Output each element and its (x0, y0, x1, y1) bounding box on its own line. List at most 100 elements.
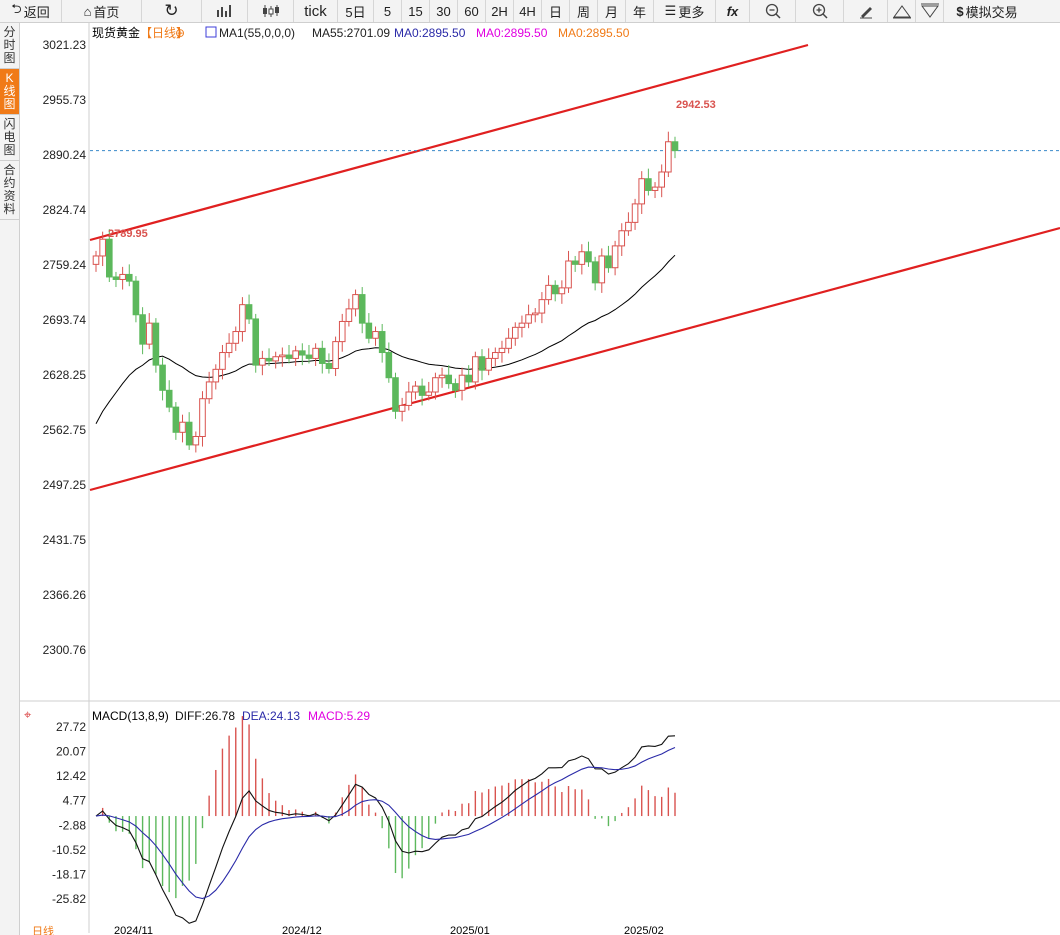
candle-up (558, 287, 566, 295)
more-label: 更多 (678, 4, 705, 20)
period-4h[interactable]: 4H (514, 0, 542, 22)
crosshair-icon: ⊕ (175, 26, 185, 40)
tick-button[interactable]: tick (294, 0, 338, 22)
candle-up (212, 368, 220, 383)
tab-contract-info[interactable]: 合约资料 (0, 161, 19, 220)
tab-timeshare[interactable]: 分时图 (0, 23, 19, 69)
candle-down (285, 354, 293, 359)
macd-settings-icon[interactable]: ⌖ (24, 707, 32, 722)
candle-down (165, 389, 173, 408)
candle-up (611, 245, 619, 269)
candle-down (591, 261, 599, 284)
candle-up (398, 404, 406, 412)
candle-down (132, 280, 140, 316)
date-axis: 2024/11 2024/12 2025/01 2025/02 (114, 925, 664, 935)
candle-up (472, 356, 479, 383)
candle-up (372, 331, 379, 339)
channel-upper-line[interactable] (89, 43, 809, 242)
date-tick: 2024/11 (114, 925, 153, 935)
candle-down (671, 141, 679, 152)
candle-up (631, 203, 639, 223)
candle-up (485, 357, 492, 371)
fx-icon: fx (726, 3, 739, 19)
period-15m[interactable]: 15 (402, 0, 430, 22)
home-button[interactable]: ⌂ 首页 (62, 0, 142, 22)
candle-down (252, 318, 260, 366)
sim-trade-button[interactable]: $ 模拟交易 (944, 0, 1030, 22)
candle-up (525, 314, 532, 324)
macd-tick: 20.07 (56, 745, 86, 759)
triangle-down-button[interactable] (916, 0, 944, 22)
candle-up (498, 347, 506, 354)
pencil-icon (859, 7, 872, 19)
more-button[interactable]: ☰ 更多 (654, 0, 716, 22)
period-5m[interactable]: 5 (374, 0, 402, 22)
candle-up (618, 230, 626, 247)
candle-up (205, 381, 213, 400)
zoom-in-button[interactable] (796, 0, 844, 22)
formula-button[interactable]: fx (716, 0, 750, 22)
draw-button[interactable] (844, 0, 888, 22)
macd-diff: DIFF:26.78 (175, 709, 235, 723)
period-label: 2H (491, 3, 508, 19)
macd-tick: -2.88 (59, 818, 87, 832)
kline-chart-button[interactable] (202, 0, 248, 22)
refresh-button[interactable]: ↻ (142, 0, 202, 22)
period-5d[interactable]: 5日 (338, 0, 374, 22)
price-tick: 2366.26 (43, 588, 87, 602)
bar-chart-icon (216, 5, 231, 17)
period-year[interactable]: 年 (626, 0, 654, 22)
candle-up (425, 391, 433, 396)
candle-down (605, 255, 612, 269)
period-month[interactable]: 月 (598, 0, 626, 22)
candle-up (352, 294, 359, 310)
period-label: 4H (519, 3, 536, 19)
ma-settings-icon[interactable] (205, 26, 217, 38)
tick-label: tick (304, 2, 327, 20)
macd-title: MACD(13,8,9) (92, 709, 169, 723)
period-indicator[interactable]: 日线 (32, 924, 54, 935)
candle-chart-button[interactable] (248, 0, 294, 22)
period-60m[interactable]: 60 (458, 0, 486, 22)
channel-lower-line[interactable] (89, 226, 1060, 492)
zoom-out-button[interactable] (750, 0, 796, 22)
triangle-up-icon (892, 5, 911, 19)
candle-down (551, 284, 559, 295)
candle-down (305, 354, 313, 359)
candle-down (318, 347, 326, 364)
triangle-up-button[interactable] (888, 0, 916, 22)
high-price-label: 2942.53 (676, 99, 716, 111)
macd-axis: 27.72 20.07 12.42 4.77 -2.88 -10.52 -18.17 -25.… (52, 720, 86, 906)
candle-up (538, 299, 546, 314)
back-button[interactable]: ⮌ 返回 (0, 0, 62, 22)
candle-up (578, 251, 586, 265)
ma1-label: MA1(55,0,0,0) (219, 26, 295, 40)
period-label: 5 (383, 3, 392, 19)
candle-up (412, 385, 419, 393)
period-week[interactable]: 周 (570, 0, 598, 22)
candle-up (232, 331, 240, 344)
tab-kline[interactable]: K线图 (0, 69, 19, 115)
date-tick: 2025/01 (450, 925, 490, 935)
period-label: 年 (632, 4, 646, 20)
period-label: 5日 (345, 4, 366, 20)
candle-down (265, 357, 273, 362)
period-30m[interactable]: 30 (430, 0, 458, 22)
tab-flash-chart[interactable]: 闪电图 (0, 115, 19, 161)
period-2h[interactable]: 2H (486, 0, 514, 22)
candle-down (106, 238, 113, 278)
candle-down (125, 273, 133, 282)
period-label: 月 (604, 4, 618, 20)
candle-down (445, 374, 453, 385)
price-tick: 2759.24 (43, 258, 87, 272)
chart-area[interactable]: 3021.23 2955.73 2890.24 2824.74 2759.24 2693.… (20, 23, 1060, 935)
price-tick: 2300.76 (43, 643, 87, 657)
ma0-value-magenta: MA0:2895.50 (476, 26, 548, 40)
candle-down (645, 178, 652, 191)
candle-up (239, 304, 246, 333)
candle-up (598, 255, 606, 284)
candle-up (99, 238, 106, 257)
candle-down (159, 364, 166, 391)
period-day[interactable]: 日 (542, 0, 570, 22)
candle-down (385, 352, 393, 379)
